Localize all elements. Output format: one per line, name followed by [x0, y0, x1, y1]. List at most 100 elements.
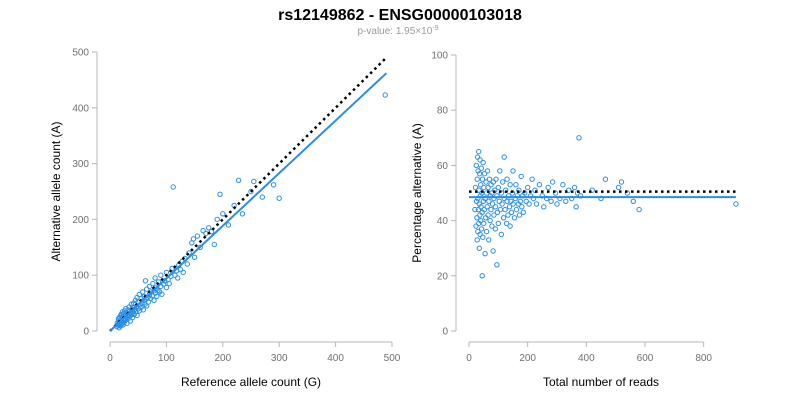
panel1-data-point	[508, 209, 515, 216]
panel0-data-point	[184, 261, 191, 267]
panel1-data-point	[473, 198, 480, 205]
panel0-data-point	[166, 280, 172, 287]
panel1-data-point	[511, 215, 518, 221]
panel0-data-point	[206, 225, 212, 231]
panel1-data-point	[630, 198, 636, 205]
panel0-y-tick-label: 200	[72, 215, 89, 226]
panel1-data-point	[476, 148, 482, 155]
panel0-data-point	[248, 188, 254, 195]
panel1-data-point	[503, 220, 510, 227]
panel1-data-point	[520, 209, 526, 216]
panel1-data-point	[495, 220, 501, 227]
panel1-data-point	[486, 198, 492, 205]
panel1-data-point	[473, 223, 479, 229]
panel0-data-point	[251, 178, 257, 185]
panel0-data-point	[152, 275, 158, 281]
panel1-data-point	[506, 204, 513, 210]
panel1-data-point	[498, 231, 504, 238]
panel1-data-point	[485, 184, 491, 191]
panel1-data-point	[474, 176, 480, 182]
panel1-data-point	[493, 176, 499, 182]
panel1-data-point	[529, 176, 535, 182]
panel1-x-tick-label: 0	[466, 353, 472, 364]
panel1-data-point	[478, 165, 484, 171]
panel1-data-point	[488, 206, 494, 213]
panel1-data-point	[484, 204, 490, 210]
panel0-data-point	[270, 182, 277, 188]
panel1-data-point	[602, 176, 609, 182]
panel0-data-point	[276, 195, 282, 201]
panel1-data-point	[548, 198, 554, 205]
panel0-expected-line	[109, 56, 388, 332]
panel0-data-point	[194, 233, 201, 239]
panel1-data-point	[484, 168, 491, 174]
panel1-data-point	[518, 173, 524, 180]
panel1-data-point	[489, 190, 495, 196]
panel1-data-point	[502, 206, 508, 213]
panel1-data-point	[487, 217, 493, 224]
panel1-data-point	[533, 201, 540, 207]
panel1-y-tick-label: 60	[437, 161, 449, 172]
panel1-data-point	[507, 223, 513, 229]
panel1-data-point	[491, 212, 497, 218]
panel1-data-point	[474, 154, 481, 160]
panel1-data-point	[490, 179, 496, 185]
panel1-data-point	[496, 198, 502, 205]
panel1-data-point	[636, 206, 642, 213]
panel1-data-point	[507, 182, 513, 188]
panel1-data-point	[560, 182, 566, 188]
panel1-data-point	[490, 248, 496, 254]
panel0-data-point	[154, 293, 160, 300]
panel1-data-point	[549, 179, 556, 185]
panel1-y-axis-label: Percentage alternative (A)	[410, 123, 424, 262]
panel1-x-axis-label: Total number of reads	[543, 375, 659, 389]
panel0-data-point	[235, 177, 242, 184]
panel0-data-point	[140, 289, 146, 295]
panel1-data-point	[483, 228, 490, 235]
panel0-x-tick-label: 300	[271, 353, 288, 364]
panel0-y-tick-label: 400	[72, 103, 89, 114]
panel1-data-point	[513, 206, 520, 213]
panel1-data-point	[474, 215, 480, 221]
panel0-data-point	[134, 312, 140, 319]
panel1-x-tick-label: 800	[695, 353, 712, 364]
panel1-data-point	[519, 204, 525, 210]
panel1-data-point	[545, 184, 551, 191]
panel1-data-point	[478, 182, 484, 188]
panel0-fit-line	[109, 72, 388, 332]
panel0-data-point	[186, 250, 192, 256]
panel0-data-point	[214, 216, 220, 223]
panel1-data-point	[472, 184, 479, 191]
panel1-data-point	[517, 198, 523, 205]
chart-subtitle: p-value: 1.95×10-9	[357, 25, 438, 37]
panel1-y-tick-label: 0	[442, 327, 448, 338]
panel1-data-point	[486, 176, 493, 182]
panel1-data-point	[566, 187, 572, 193]
panel1-data-point	[501, 154, 507, 160]
panel1-data-point	[513, 182, 519, 188]
panel1-data-point	[477, 231, 483, 238]
panel1-data-point	[615, 184, 622, 191]
panel0-data-point	[225, 222, 232, 228]
percentage-panel: 0 200 400 600 800 0 20 40 60 80 100 Total number of…	[410, 51, 739, 389]
panel1-data-point	[505, 212, 511, 218]
panel1-data-point	[481, 171, 488, 177]
panel0-data-point	[211, 241, 218, 248]
panel1-data-point	[571, 184, 578, 191]
panel1-data-point	[478, 217, 484, 224]
panel1-data-point	[497, 206, 504, 213]
panel1-data-point	[473, 162, 479, 169]
pvalue-exponent: -9	[432, 25, 438, 32]
panel1-data-point	[554, 201, 560, 207]
panel1-data-point	[489, 223, 495, 229]
panel1-data-point	[494, 262, 500, 268]
panel0-data-point	[144, 286, 150, 292]
panel0-data-point	[163, 284, 170, 291]
panel1-x-tick-label: 200	[519, 353, 536, 364]
panel1-x-tick-label: 400	[578, 353, 595, 364]
panel1-data-point	[480, 159, 486, 166]
panel1-data-point	[504, 198, 510, 205]
panel1-data-point	[589, 187, 595, 193]
panel1-data-point	[485, 212, 491, 218]
panel1-data-point	[476, 171, 483, 177]
